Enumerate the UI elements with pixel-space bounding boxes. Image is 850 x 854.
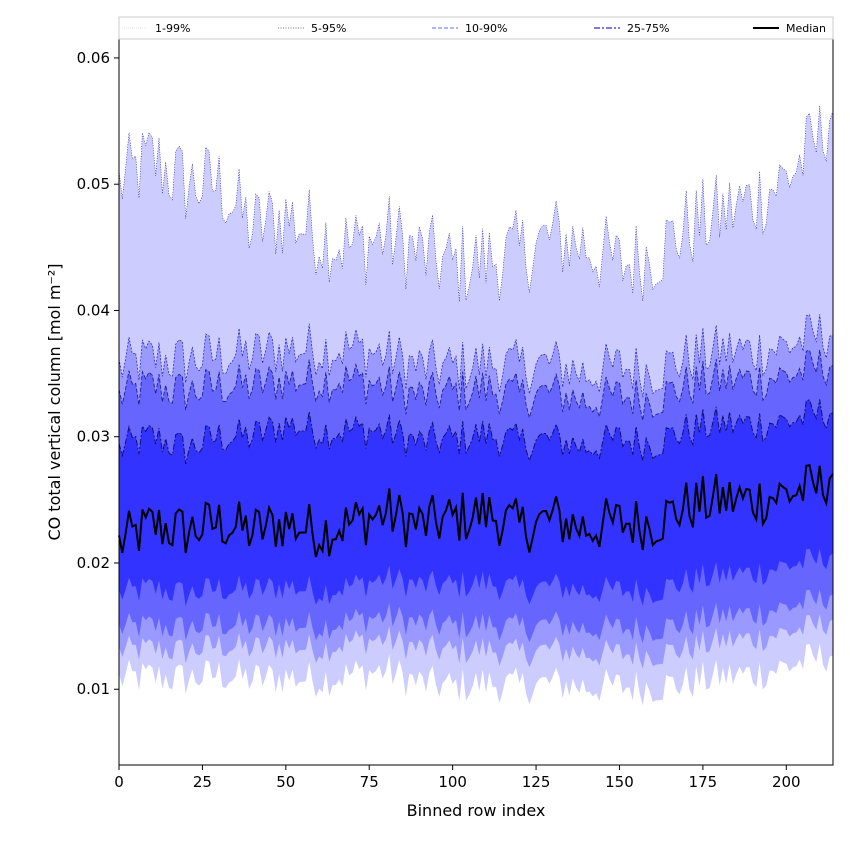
x-tick-label: 50 [276, 773, 295, 791]
y-axis-label: CO total vertical column [mol m⁻²] [45, 263, 64, 540]
legend-label: 25-75% [627, 22, 669, 35]
legend-frame [118, 16, 834, 40]
y-tick-label: 0.05 [77, 175, 110, 193]
band-1-99-upper-line [118, 105, 834, 302]
x-tick-label: 150 [605, 773, 634, 791]
median-line [118, 464, 834, 558]
y-tick-label: 0.04 [77, 301, 110, 319]
lines-layer [118, 105, 834, 558]
x-tick-label: 200 [772, 773, 801, 791]
x-tick-label: 0 [114, 773, 124, 791]
y-axis: 0.01 0.02 0.03 0.04 0.05 0.06 [77, 49, 119, 698]
legend-label: Median [786, 22, 826, 35]
x-tick-label: 175 [689, 773, 718, 791]
x-tick-label: 100 [438, 773, 467, 791]
legend-label: 10-90% [465, 22, 507, 35]
x-tick-label: 25 [193, 773, 212, 791]
y-tick-label: 0.02 [77, 554, 110, 572]
band-5-95-upper-line [118, 314, 834, 398]
x-axis-label: Binned row index [407, 801, 546, 820]
x-tick-label: 125 [522, 773, 551, 791]
y-tick-label: 0.01 [77, 680, 110, 698]
band-10-90-upper-line [118, 349, 834, 421]
band-25-75-upper-line [118, 399, 834, 465]
legend-label: 1-99% [155, 22, 190, 35]
legend: 1-99% 5-95% 10-90% 25-75% Median [118, 16, 834, 40]
y-tick-label: 0.06 [77, 49, 110, 67]
y-tick-label: 0.03 [77, 428, 110, 446]
bands-layer [119, 105, 833, 706]
legend-label: 5-95% [311, 22, 346, 35]
x-axis: 0 25 50 75 100 125 150 175 200 [114, 765, 801, 791]
x-tick-label: 75 [360, 773, 379, 791]
